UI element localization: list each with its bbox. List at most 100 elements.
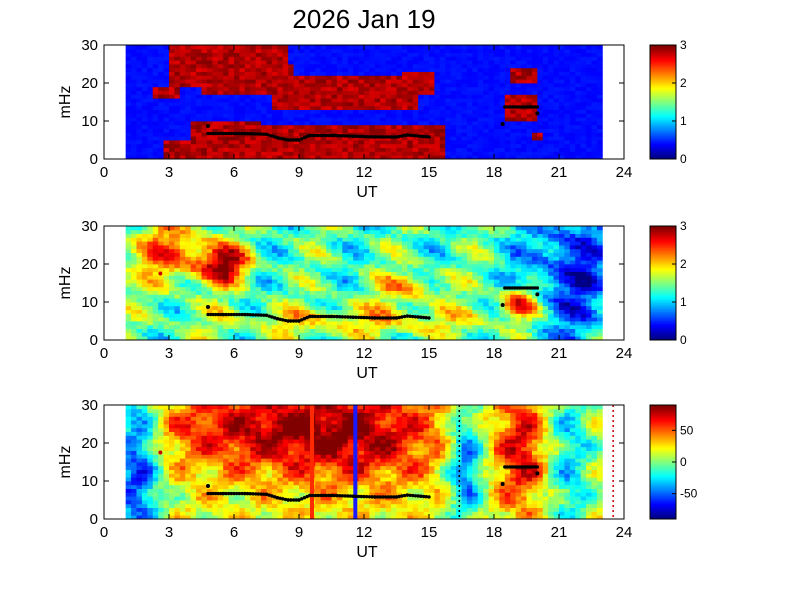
heatmap-cell xyxy=(206,336,213,341)
heatmap-cell xyxy=(342,124,349,129)
colorbar-swatch xyxy=(650,142,676,146)
heatmap-cell xyxy=(342,279,349,284)
heatmap-cell xyxy=(358,245,365,250)
heatmap-cell xyxy=(239,279,246,284)
heatmap-cell xyxy=(499,290,506,295)
heatmap-cell xyxy=(537,64,544,69)
heatmap-cell xyxy=(364,113,370,118)
heatmap-cell xyxy=(174,90,181,95)
heatmap-cell xyxy=(553,48,560,53)
heatmap-cell xyxy=(169,113,175,118)
heatmap-cell xyxy=(320,324,327,329)
heatmap-cell xyxy=(358,302,365,307)
heatmap-cell xyxy=(299,75,305,80)
track-point xyxy=(262,132,266,136)
heatmap-cell xyxy=(504,155,511,160)
heatmap-cell xyxy=(293,151,300,156)
heatmap-cell xyxy=(250,45,257,50)
heatmap-cell xyxy=(385,128,392,133)
heatmap-cell xyxy=(288,305,294,310)
heatmap-cell xyxy=(401,56,408,61)
colorbar-swatch xyxy=(650,55,676,58)
heatmap-cell xyxy=(364,67,370,72)
heatmap-cell xyxy=(586,86,592,91)
heatmap-cell xyxy=(196,256,202,261)
heatmap-cell xyxy=(196,67,202,72)
heatmap-cell xyxy=(196,264,202,269)
heatmap-cell xyxy=(418,332,424,337)
colorbar-swatch xyxy=(650,123,676,126)
heatmap-cell xyxy=(250,128,257,133)
heatmap-cell xyxy=(477,321,484,326)
heatmap-cell xyxy=(407,155,414,160)
heatmap-cell xyxy=(141,64,148,69)
track-point xyxy=(389,135,393,139)
heatmap-cell xyxy=(147,64,154,69)
heatmap-cell xyxy=(147,132,154,137)
heatmap-cell xyxy=(174,290,181,295)
heatmap-cell xyxy=(526,67,533,72)
heatmap-cell xyxy=(385,48,392,53)
heatmap-cell xyxy=(228,305,235,310)
heatmap-cell xyxy=(336,94,343,99)
heatmap-cell xyxy=(331,48,338,53)
heatmap-cell xyxy=(412,90,419,95)
heatmap-cell xyxy=(217,60,224,65)
heatmap-cell xyxy=(255,102,262,107)
heatmap-cell xyxy=(461,279,468,284)
heatmap-cell xyxy=(586,147,592,152)
heatmap-cell xyxy=(158,121,164,126)
heatmap-cell xyxy=(483,124,489,129)
heatmap-cell xyxy=(450,71,457,76)
heatmap-cell xyxy=(304,283,311,288)
heatmap-cell xyxy=(515,94,522,99)
colorbar-swatch xyxy=(650,77,676,80)
heatmap-cell xyxy=(228,290,235,295)
heatmap-cell xyxy=(136,143,143,148)
heatmap-cell xyxy=(412,241,419,246)
heatmap-cell xyxy=(282,132,289,137)
heatmap-cell xyxy=(196,267,202,272)
heatmap-cell xyxy=(434,298,441,303)
heatmap-cell xyxy=(234,60,240,65)
heatmap-cell xyxy=(407,128,414,133)
heatmap-cell xyxy=(434,237,441,242)
heatmap-cell xyxy=(141,124,148,129)
heatmap-cell xyxy=(261,83,267,88)
heatmap-cell xyxy=(380,332,387,337)
heatmap-cell xyxy=(141,128,148,133)
heatmap-cell xyxy=(261,60,267,65)
heatmap-cell xyxy=(439,90,446,95)
heatmap-cell xyxy=(331,83,338,88)
heatmap-cell xyxy=(293,260,300,265)
heatmap-cell xyxy=(304,256,311,261)
heatmap-cell xyxy=(347,229,354,234)
heatmap-cell xyxy=(504,64,511,69)
heatmap-cell xyxy=(596,136,603,141)
heatmap-cell xyxy=(515,132,522,137)
heatmap-cell xyxy=(537,86,544,91)
heatmap-cell xyxy=(342,233,349,238)
heatmap-cell xyxy=(201,275,208,280)
heatmap-cell xyxy=(504,48,511,53)
heatmap-cell xyxy=(201,332,208,337)
heatmap-cell xyxy=(374,229,381,234)
heatmap-cell xyxy=(439,229,446,234)
heatmap-cell xyxy=(250,113,257,118)
heatmap-cell xyxy=(494,117,500,122)
heatmap-cell xyxy=(364,328,370,333)
heatmap-cell xyxy=(369,248,376,253)
heatmap-cell xyxy=(320,151,327,156)
heatmap-cell xyxy=(190,83,197,88)
heatmap-cell xyxy=(423,336,430,341)
heatmap-cell xyxy=(358,151,365,156)
heatmap-cell xyxy=(234,105,240,110)
heatmap-cell xyxy=(266,121,273,126)
heatmap-cell xyxy=(309,264,316,269)
heatmap-cell xyxy=(212,256,219,261)
heatmap-cell xyxy=(277,309,284,314)
heatmap-cell xyxy=(586,113,592,118)
heatmap-cell xyxy=(315,105,322,110)
heatmap-cell xyxy=(456,328,462,333)
heatmap-cell xyxy=(136,245,143,250)
